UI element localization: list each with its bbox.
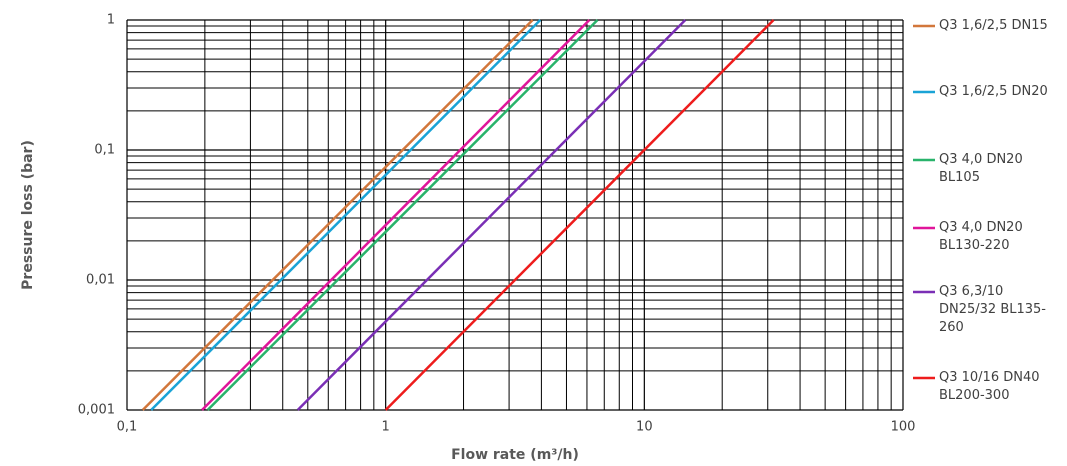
series-line: [141, 19, 534, 411]
legend-label: Q3 10/16 DN40 BL200-300: [939, 370, 1040, 403]
legend-label: Q3 4,0 DN20 BL130-220: [939, 220, 1023, 253]
legend-label: Q3 1,6/2,5 DN15: [939, 18, 1048, 33]
y-tick-label: 1: [107, 13, 115, 28]
legend-label: Q3 4,0 DN20 BL105: [939, 152, 1023, 185]
y-tick-label: 0,001: [78, 403, 115, 418]
y-tick-label: 0,01: [86, 273, 115, 288]
x-tick-label: 10: [636, 420, 653, 435]
series-line: [150, 19, 542, 411]
legend-label: Q3 1,6/2,5 DN20: [939, 84, 1048, 99]
series-line: [296, 19, 687, 411]
legend-label: Q3 6,3/10 DN25/32 BL135-260: [939, 284, 1046, 335]
x-axis-title: Flow rate (m³/h): [451, 447, 579, 463]
x-tick-label: 1: [382, 420, 390, 435]
y-tick-label: 0,1: [94, 143, 115, 158]
y-axis-title: Pressure loss (bar): [20, 140, 36, 290]
x-tick-label: 100: [891, 420, 916, 435]
series-line: [201, 19, 591, 411]
series-line: [206, 19, 599, 411]
series-line: [384, 19, 775, 411]
x-tick-label: 0,1: [117, 420, 138, 435]
